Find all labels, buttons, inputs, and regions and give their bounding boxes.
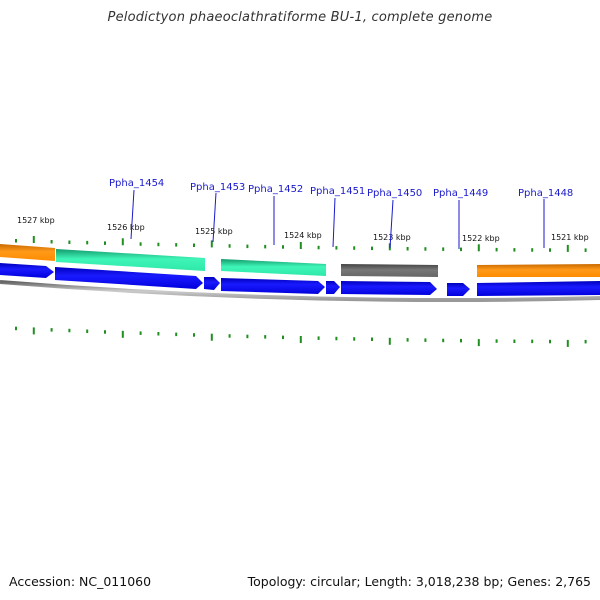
- accession-text: Accession: NC_011060: [9, 574, 152, 589]
- gene-labels: Ppha_1454 Ppha_1453 Ppha_1452 Ppha_1451 …: [109, 178, 573, 249]
- cds-arrow-1450[interactable]: [341, 281, 437, 295]
- topology-text: Topology: circular; Length: 3,018,238 bp…: [247, 574, 591, 589]
- cds-arrow-1451[interactable]: [326, 281, 340, 294]
- kbp-labels: 1527 kbp 1526 kbp 1525 kbp 1524 kbp 1523…: [17, 216, 589, 243]
- cds-arrow-1448[interactable]: [477, 281, 600, 296]
- cds-track: [0, 263, 600, 296]
- gene-leader-line: [212, 192, 217, 243]
- gene-label-ppha-1449[interactable]: Ppha_1449: [433, 188, 488, 199]
- cog-block-orange-left[interactable]: [0, 244, 55, 261]
- kbp-label: 1523 kbp: [373, 233, 411, 242]
- cds-arrow-1452[interactable]: [221, 278, 325, 294]
- kbp-label: 1524 kbp: [284, 231, 322, 240]
- cog-block-orange-1448[interactable]: [477, 264, 600, 277]
- gene-label-ppha-1454[interactable]: Ppha_1454: [109, 178, 164, 189]
- gene-label-ppha-1448[interactable]: Ppha_1448: [518, 188, 573, 199]
- cog-block-gray-1450[interactable]: [341, 264, 438, 277]
- cog-block-teal-1452[interactable]: [221, 259, 326, 276]
- cog-track: [0, 244, 600, 277]
- cds-arrow-left-edge[interactable]: [0, 263, 54, 278]
- kbp-label: 1527 kbp: [17, 216, 55, 225]
- gene-label-ppha-1452[interactable]: Ppha_1452: [248, 184, 303, 195]
- tick-ring-inner: [15, 326, 587, 347]
- gene-label-ppha-1453[interactable]: Ppha_1453: [190, 182, 245, 193]
- gene-leader-line: [332, 197, 336, 248]
- cog-block-teal-1454[interactable]: [56, 249, 205, 271]
- cds-arrow-1449[interactable]: [447, 283, 470, 296]
- gene-label-ppha-1451[interactable]: Ppha_1451: [310, 186, 365, 197]
- genome-backbone: [0, 280, 600, 302]
- cds-arrow-1453[interactable]: [204, 277, 220, 290]
- kbp-label: 1522 kbp: [462, 234, 500, 243]
- cds-arrow-1454[interactable]: [55, 267, 203, 289]
- gene-leader-line: [389, 199, 394, 249]
- kbp-label: 1526 kbp: [107, 223, 145, 232]
- gene-leader-line: [130, 189, 135, 240]
- gene-label-ppha-1450[interactable]: Ppha_1450: [367, 188, 422, 199]
- genome-title: Pelodictyon phaeoclathratiforme BU-1, co…: [107, 10, 493, 25]
- kbp-label: 1521 kbp: [551, 233, 589, 242]
